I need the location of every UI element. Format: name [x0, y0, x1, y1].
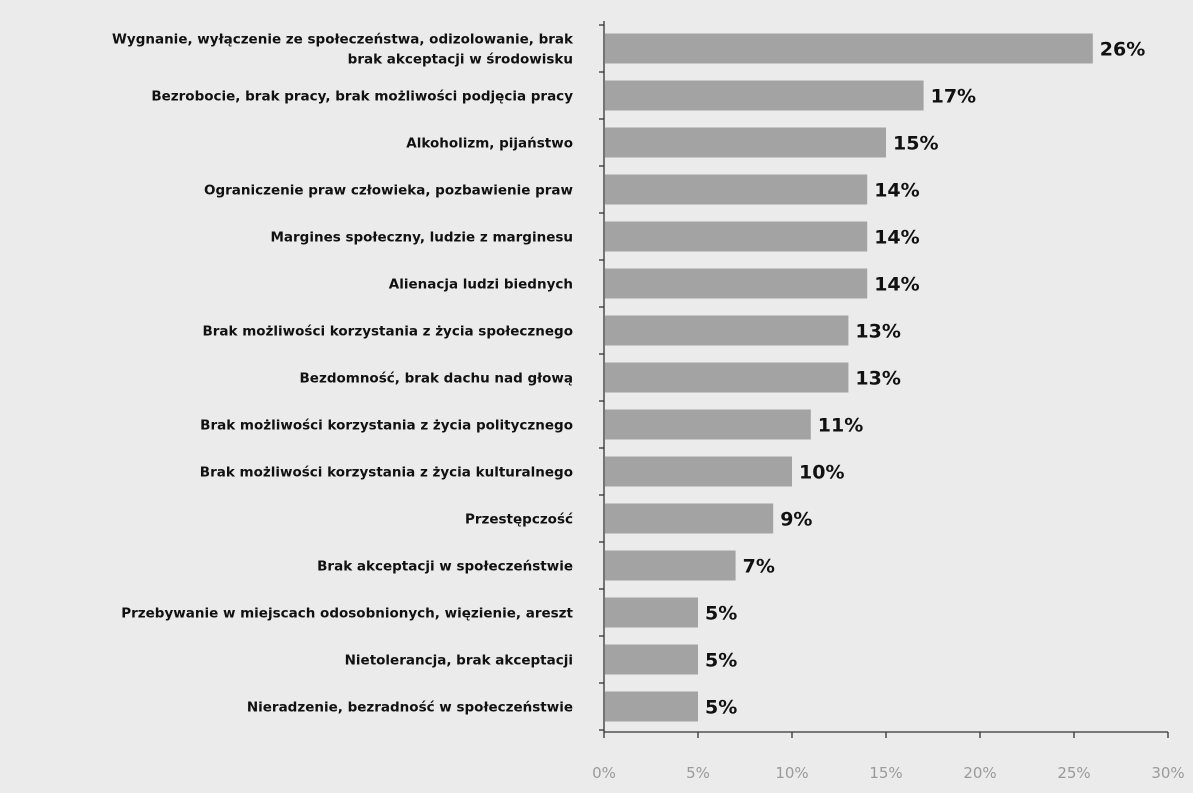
category-label: Brak możliwości korzystania z życia społ…: [202, 324, 573, 340]
bar: [605, 503, 774, 534]
value-label: 14%: [874, 180, 919, 202]
category-label: Brak możliwości korzystania z życia kult…: [200, 465, 573, 481]
x-tick-label: 20%: [963, 764, 996, 782]
bar: [605, 127, 886, 158]
value-label: 9%: [780, 509, 812, 531]
category-label: Wygnanie, wyłączenie ze społeczeństwa, o…: [112, 32, 574, 68]
bar: [605, 644, 698, 675]
bar: [605, 691, 698, 722]
x-tick-label: 5%: [686, 764, 710, 782]
bar: [605, 221, 868, 252]
x-tick-label: 15%: [869, 764, 902, 782]
value-labels-group: 26% 17% 15% 14% 14% 14% 13% 13% 11% 10% 9% 7% 5% 5% 5%: [705, 39, 1145, 719]
value-label: 5%: [705, 697, 737, 719]
category-label: Margines społeczny, ludzie z marginesu: [270, 230, 573, 246]
value-label: 13%: [855, 368, 900, 390]
category-label: Bezdomność, brak dachu nad głową: [300, 371, 573, 387]
value-label: 7%: [743, 556, 775, 578]
bars-group: [605, 33, 1093, 722]
x-tick-label: 0%: [592, 764, 616, 782]
x-tick-label: 30%: [1151, 764, 1184, 782]
x-tick-label: 10%: [775, 764, 808, 782]
category-label: Przestępczość: [465, 512, 573, 528]
axes-group: [599, 21, 1169, 738]
value-label: 11%: [818, 415, 863, 437]
value-label: 10%: [799, 462, 844, 484]
x-tick-label: 25%: [1057, 764, 1090, 782]
value-label: 5%: [705, 650, 737, 672]
value-label: 14%: [874, 227, 919, 249]
category-label: Nieradzenie, bezradność w społeczeństwie: [247, 700, 573, 716]
category-label: Przebywanie w miejscach odosobnionych, w…: [121, 606, 573, 622]
bar: [605, 456, 792, 487]
category-label: Alkoholizm, pijaństwo: [406, 136, 573, 152]
bar: [605, 362, 849, 393]
value-label: 26%: [1100, 39, 1145, 61]
bar: [605, 80, 924, 111]
value-label: 5%: [705, 603, 737, 625]
category-label: Brak możliwości korzystania z życia poli…: [200, 418, 573, 434]
value-label: 15%: [893, 133, 938, 155]
bar: [605, 409, 811, 440]
value-label: 13%: [855, 321, 900, 343]
value-label: 17%: [931, 86, 976, 108]
bar: [605, 550, 736, 581]
category-label: Bezrobocie, brak pracy, brak możliwości …: [151, 89, 573, 105]
bar: [605, 597, 698, 628]
category-label: Ograniczenie praw człowieka, pozbawienie…: [204, 183, 573, 199]
category-label: Alienacja ludzi biednych: [389, 277, 573, 293]
bar: [605, 315, 849, 346]
bar: [605, 268, 868, 299]
value-label: 14%: [874, 274, 919, 296]
x-tick-labels-group: 0% 5% 10% 15% 20% 25% 30%: [592, 764, 1185, 782]
bar: [605, 174, 868, 205]
category-label: Nietolerancja, brak akceptacji: [345, 653, 573, 669]
category-labels-group: Wygnanie, wyłączenie ze społeczeństwa, o…: [112, 32, 574, 716]
bar: [605, 33, 1093, 64]
category-label: Brak akceptacji w społeczeństwie: [317, 559, 573, 575]
